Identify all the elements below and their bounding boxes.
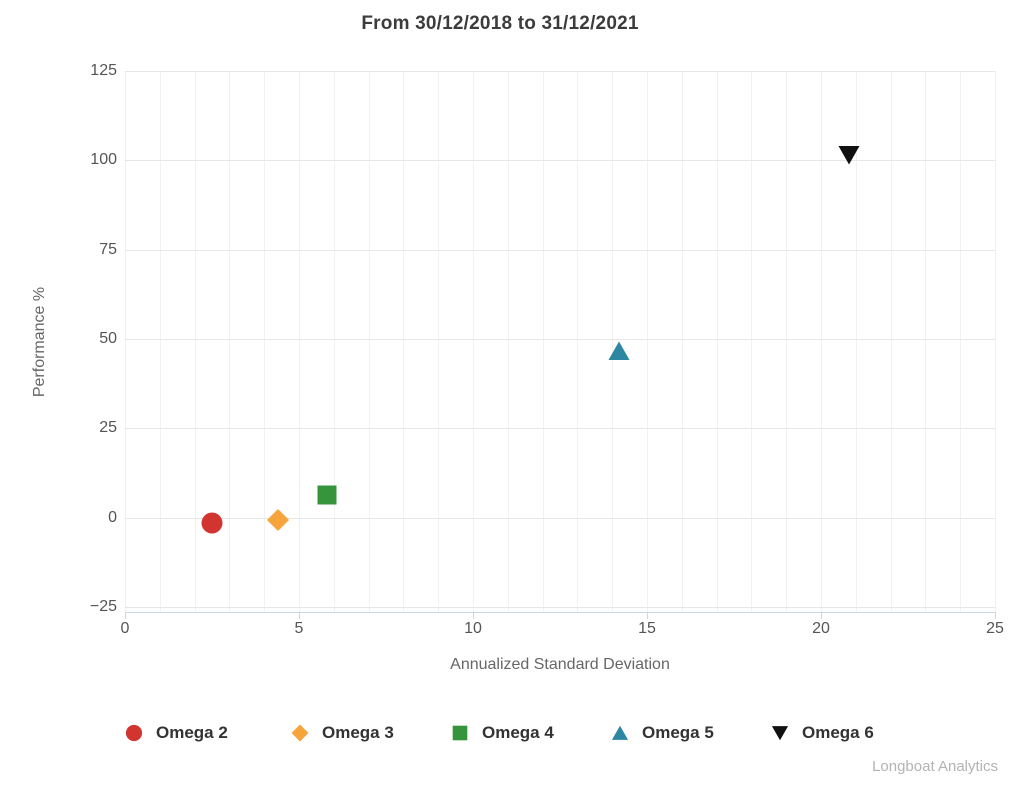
legend-triangle-up-icon — [611, 725, 629, 740]
gridline-x-5 — [299, 71, 300, 613]
gridline-x-13 — [577, 71, 579, 613]
gridline-y--25 — [125, 607, 995, 608]
gridline-y-50 — [125, 339, 995, 340]
legend-circle-icon — [125, 724, 143, 742]
triangle-up-marker-icon — [608, 341, 630, 361]
gridline-x-4 — [264, 71, 266, 613]
point-omega-2[interactable] — [199, 510, 225, 536]
gridline-x-19 — [786, 71, 788, 613]
gridline-x-1 — [159, 71, 161, 613]
gridline-y-125 — [125, 71, 995, 72]
y-tick-label-125: 125 — [90, 62, 117, 79]
y-tick-label-50: 50 — [99, 330, 117, 347]
x-tick-label-25: 25 — [986, 620, 1004, 637]
x-tick-label-10: 10 — [464, 620, 482, 637]
y-tick-label--25: −25 — [89, 598, 117, 615]
legend-diamond-icon — [291, 724, 309, 742]
legend-square-icon — [452, 725, 468, 741]
gridline-x-2 — [194, 71, 196, 613]
gridline-x-24 — [960, 71, 962, 613]
legend-label-omega-5: Omega 5 — [642, 723, 714, 742]
chart-title: From 30/12/2018 to 31/12/2021 — [361, 13, 639, 34]
y-tick-label-0: 0 — [108, 508, 117, 526]
gridline-x-25 — [995, 71, 996, 613]
gridline-x-11 — [507, 71, 509, 613]
x-tick-25 — [995, 613, 996, 619]
gridline-x-15 — [647, 71, 648, 613]
x-axis-line — [125, 612, 996, 613]
gridline-y-0 — [125, 517, 995, 519]
gridline-y-75 — [125, 249, 995, 251]
gridline-x-12 — [542, 71, 544, 613]
gridline-x-16 — [681, 71, 683, 613]
x-tick-20 — [821, 613, 822, 619]
y-tick-label-75: 75 — [99, 240, 117, 258]
x-tick-5 — [299, 613, 300, 619]
legend-label-omega-6: Omega 6 — [802, 723, 874, 742]
diamond-marker-icon — [267, 509, 290, 532]
gridline-x-18 — [751, 71, 753, 613]
gridline-x-8 — [403, 71, 405, 613]
gridline-x-23 — [925, 71, 927, 613]
legend-triangle-down-icon — [771, 726, 789, 741]
x-tick-0 — [125, 613, 126, 619]
gridline-x-9 — [438, 71, 440, 613]
point-omega-5[interactable] — [606, 338, 632, 364]
gridline-x-10 — [473, 71, 474, 613]
gridline-x-22 — [890, 71, 892, 613]
triangle-down-marker-icon — [838, 145, 860, 165]
y-tick-label-25: 25 — [99, 419, 117, 437]
gridline-x-17 — [716, 71, 718, 613]
x-tick-label-0: 0 — [120, 620, 130, 637]
circle-marker-icon — [201, 512, 223, 534]
gridline-x-20 — [821, 71, 822, 613]
point-omega-3[interactable] — [265, 507, 291, 533]
legend-label-omega-2: Omega 2 — [156, 723, 228, 742]
gridline-x-7 — [368, 71, 370, 613]
x-tick-label-20: 20 — [812, 620, 830, 637]
legend-item-omega-2[interactable]: Omega 2 — [124, 719, 228, 747]
legend-item-omega-5[interactable]: Omega 5 — [610, 719, 714, 747]
point-omega-4[interactable] — [314, 482, 340, 508]
gridline-x-3 — [229, 71, 231, 613]
y-tick-label-100: 100 — [90, 151, 117, 169]
x-tick-15 — [647, 613, 648, 619]
watermark-credits: Longboat Analytics — [872, 758, 998, 775]
x-axis-title: Annualized Standard Deviation — [450, 656, 670, 673]
gridline-y-25 — [125, 428, 995, 430]
gridline-x-0 — [125, 71, 126, 613]
square-marker-icon — [317, 485, 337, 505]
x-tick-label-15: 15 — [638, 620, 656, 637]
legend-item-omega-4[interactable]: Omega 4 — [450, 719, 554, 747]
gridline-x-21 — [855, 71, 857, 613]
legend-label-omega-3: Omega 3 — [322, 723, 394, 742]
legend-label-omega-4: Omega 4 — [482, 723, 554, 742]
x-tick-label-5: 5 — [294, 620, 304, 637]
point-omega-6[interactable] — [836, 142, 862, 168]
gridline-x-14 — [612, 71, 614, 613]
x-tick-10 — [473, 613, 474, 619]
legend-item-omega-6[interactable]: Omega 6 — [770, 719, 874, 747]
gridline-x-6 — [333, 71, 335, 613]
legend-item-omega-3[interactable]: Omega 3 — [290, 719, 394, 747]
gridline-y-100 — [125, 160, 995, 162]
